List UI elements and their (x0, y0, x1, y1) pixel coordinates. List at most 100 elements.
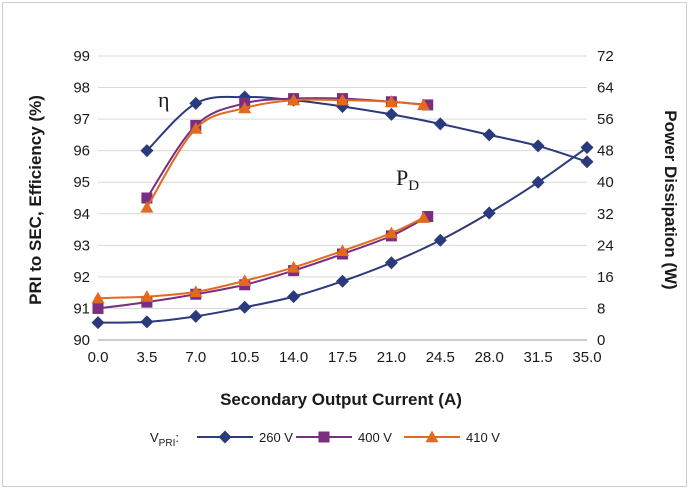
y-right-tick-label: 48 (597, 143, 614, 160)
legend-marker (318, 431, 330, 443)
y-left-axis-title: PRI to SEC, Efficiency (%) (26, 95, 45, 305)
y-left-tick-label: 98 (73, 80, 90, 97)
power-point (580, 141, 594, 155)
x-tick-label: 17.5 (328, 349, 357, 366)
efficiency-point (140, 144, 154, 158)
legend-prefix-main: V (150, 430, 159, 445)
power-point (238, 300, 252, 314)
power-point (287, 260, 301, 273)
legend-label: 260 V (259, 430, 293, 445)
y-right-tick-label: 16 (597, 269, 614, 286)
power-point (238, 274, 252, 287)
efficiency-annotation: η (158, 87, 170, 112)
y-left-tick-label: 94 (73, 206, 90, 223)
power-point (384, 226, 398, 239)
power-point (140, 290, 154, 302)
power-point (482, 206, 496, 220)
y-left-tick-label: 93 (73, 237, 90, 254)
x-tick-label: 7.0 (185, 349, 206, 366)
efficiency-point (482, 128, 496, 142)
y-left-tick-label: 95 (73, 174, 90, 191)
legend: VPRI: 260 V 400 V 410 V (150, 430, 500, 449)
power-point (336, 244, 349, 257)
x-tick-label: 3.5 (136, 349, 157, 366)
y-left-tick-label: 97 (73, 111, 90, 128)
legend-label: 410 V (466, 430, 500, 445)
legend-items: 260 V 400 V 410 V (197, 430, 500, 445)
legend-marker (425, 430, 439, 443)
efficiency-point (287, 93, 301, 106)
power-line-410-v (97, 216, 424, 300)
power-point (422, 211, 434, 223)
power-point (91, 291, 105, 304)
y-right-axis-title: Power Dissipation (W) (661, 110, 680, 289)
power-point (417, 211, 431, 223)
y-right-tick-labels: 0 8 16 24 32 40 48 56 64 72 (597, 48, 614, 349)
power-point (384, 256, 398, 270)
efficiency-line-410-v (146, 98, 424, 208)
efficiency-point (189, 122, 203, 134)
pd-main: P (396, 165, 408, 190)
y-right-tick-label: 64 (597, 80, 614, 97)
legend-prefix-colon: : (175, 430, 179, 445)
power-dissipation-annotation: PD (396, 165, 419, 194)
x-axis-title: Secondary Output Current (A) (220, 390, 462, 409)
efficiency-point (417, 98, 431, 111)
x-tick-label: 14.0 (279, 349, 308, 366)
x-tick-label: 35.0 (572, 349, 601, 366)
efficiency-point (531, 139, 545, 153)
efficiency-point (336, 93, 349, 106)
y-right-tick-label: 8 (597, 300, 605, 317)
efficiency-point (433, 117, 447, 131)
power-point (336, 274, 349, 288)
x-tick-label: 21.0 (377, 349, 406, 366)
y-left-tick-labels: 90 91 92 93 94 95 96 97 98 99 (73, 48, 90, 349)
y-right-tick-label: 72 (597, 48, 614, 65)
power-point (92, 302, 104, 314)
y-right-tick-label: 40 (597, 174, 614, 191)
efficiency-point (384, 95, 398, 107)
y-left-tick-label: 99 (73, 48, 90, 65)
y-right-tick-label: 32 (597, 206, 614, 223)
x-tick-label: 10.5 (230, 349, 259, 366)
x-tick-labels: 0.0 3.5 7.0 10.5 14.0 17.5 21.0 24.5 28.0 31.5 35.… (88, 349, 602, 366)
chart-frame (2, 2, 687, 487)
legend-label: 400 V (358, 430, 392, 445)
efficiency-point (580, 155, 594, 169)
x-tick-label: 28.0 (475, 349, 504, 366)
legend-prefix: VPRI: (150, 430, 179, 449)
legend-marker (218, 430, 232, 444)
power-point (189, 309, 203, 323)
power-line-260-v (97, 146, 588, 324)
power-point (140, 315, 154, 329)
y-left-tick-label: 91 (73, 300, 90, 317)
efficiency-point (238, 101, 252, 114)
series-400-v (92, 93, 434, 314)
y-right-tick-label: 0 (597, 332, 605, 349)
y-left-tick-label: 92 (73, 269, 90, 286)
power-point (91, 316, 105, 330)
power-point (287, 290, 301, 304)
series-layer (91, 90, 594, 330)
efficiency-point (422, 99, 434, 111)
efficiency-point (141, 192, 153, 204)
x-tick-label: 0.0 (88, 349, 109, 366)
efficiency-line-260-v (146, 95, 588, 163)
y-right-tick-label: 24 (597, 237, 614, 254)
efficiency-point (189, 96, 203, 110)
y-left-tick-label: 96 (73, 143, 90, 160)
series-410-v (91, 93, 431, 304)
power-point (433, 233, 447, 247)
power-point (141, 296, 153, 308)
legend-prefix-sub: PRI (159, 438, 176, 449)
power-point (189, 285, 203, 298)
efficiency-point (140, 200, 154, 213)
y-left-tick-label: 90 (73, 332, 90, 349)
power-point (531, 175, 545, 189)
pd-subscript: D (408, 178, 419, 194)
x-tick-label: 24.5 (426, 349, 455, 366)
efficiency-point (384, 107, 398, 121)
legend-item: 410 V (404, 430, 500, 445)
legend-item: 400 V (296, 430, 392, 445)
